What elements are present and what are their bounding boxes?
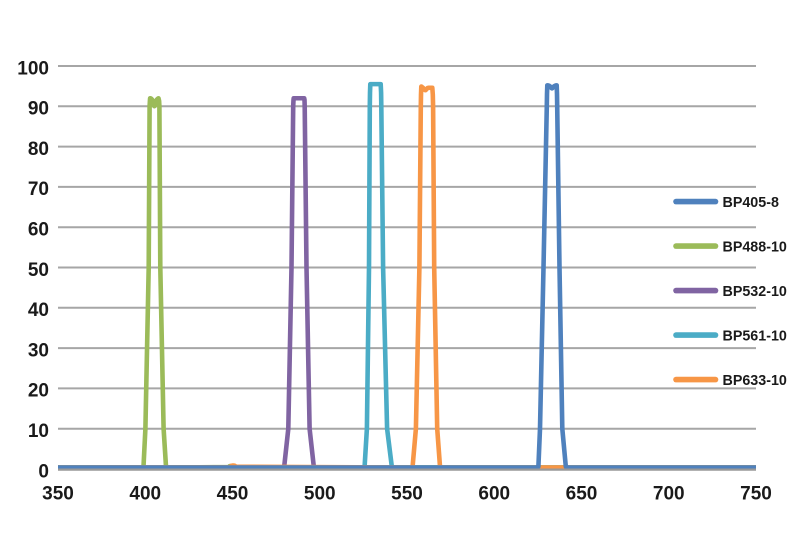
svg-text:450: 450: [217, 484, 249, 505]
svg-text:20: 20: [28, 381, 49, 402]
svg-text:500: 500: [304, 484, 336, 505]
svg-text:60: 60: [28, 220, 49, 241]
svg-text:30: 30: [28, 340, 49, 361]
svg-text:90: 90: [28, 99, 49, 120]
svg-text:BP405-8: BP405-8: [723, 195, 779, 211]
svg-text:100: 100: [17, 58, 49, 79]
svg-text:550: 550: [391, 484, 423, 505]
svg-text:BP561-10: BP561-10: [723, 328, 787, 344]
svg-text:700: 700: [653, 484, 685, 505]
svg-text:BP532-10: BP532-10: [723, 284, 787, 300]
svg-text:10: 10: [28, 421, 49, 442]
svg-text:70: 70: [28, 179, 49, 200]
svg-text:350: 350: [42, 484, 74, 505]
svg-text:BP488-10: BP488-10: [723, 239, 787, 255]
svg-text:750: 750: [740, 484, 772, 505]
svg-text:40: 40: [28, 300, 49, 321]
svg-text:80: 80: [28, 139, 49, 160]
svg-text:400: 400: [129, 484, 161, 505]
svg-text:600: 600: [478, 484, 510, 505]
svg-text:0: 0: [38, 461, 49, 482]
svg-text:650: 650: [566, 484, 598, 505]
svg-text:50: 50: [28, 260, 49, 281]
svg-text:BP633-10: BP633-10: [723, 373, 787, 389]
